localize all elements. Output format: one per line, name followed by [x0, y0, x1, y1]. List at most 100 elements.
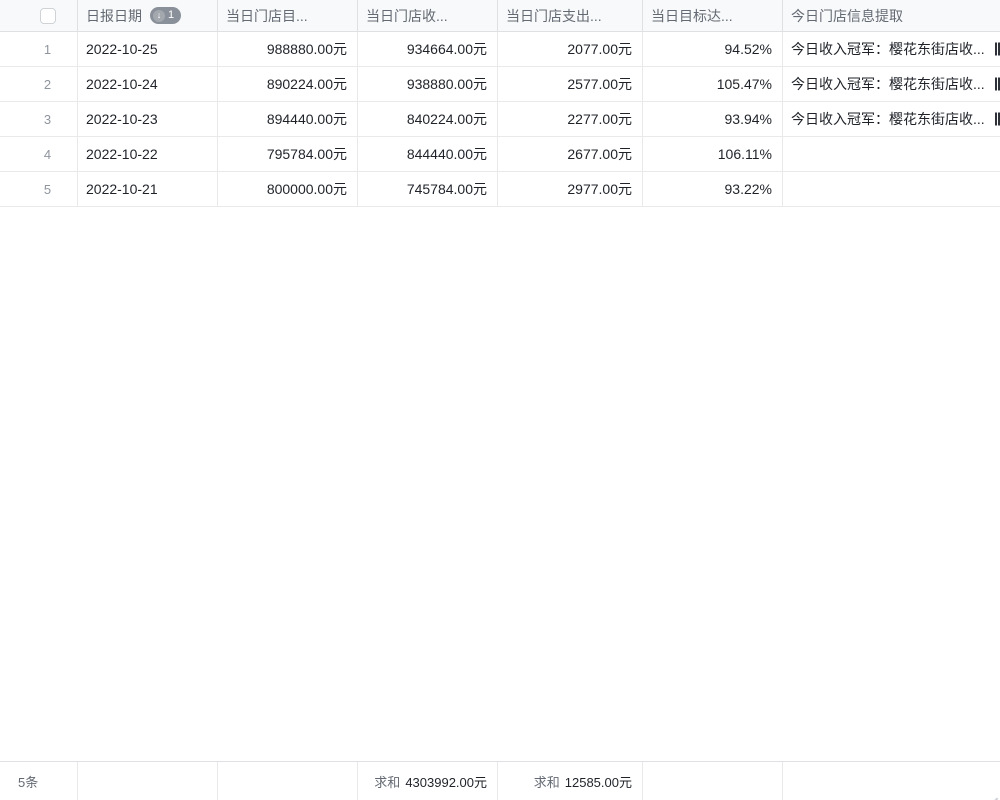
footer-stat-date[interactable] — [78, 762, 218, 800]
cell-target-text: 800000.00元 — [266, 181, 347, 197]
cell-target[interactable]: 800000.00元 — [218, 172, 358, 206]
footer-sum-expense[interactable]: 求和 12585.00元 — [498, 762, 643, 800]
cell-target[interactable]: 988880.00元 — [218, 32, 358, 66]
cell-income-text: 934664.00元 — [406, 41, 487, 57]
cell-expense[interactable]: 2977.00元 — [498, 172, 643, 206]
cell-date-text: 2022-10-23 — [86, 111, 158, 127]
footer-stat-target[interactable] — [218, 762, 358, 800]
cell-date[interactable]: 2022-10-21 — [78, 172, 218, 206]
cell-date[interactable]: 2022-10-22 — [78, 137, 218, 171]
row-number-cell[interactable]: 1 — [0, 32, 78, 66]
cell-date-text: 2022-10-21 — [86, 181, 158, 197]
row-number-cell[interactable]: 5 — [0, 172, 78, 206]
column-header-income[interactable]: 当日门店收... — [358, 0, 498, 31]
record-count-text: 5条 — [18, 774, 39, 790]
sort-order-number: 1 — [168, 9, 175, 21]
cell-date-text: 2022-10-22 — [86, 146, 158, 162]
cell-rate[interactable]: 94.52% — [643, 32, 783, 66]
cell-expense[interactable]: 2577.00元 — [498, 67, 643, 101]
cell-income-text: 844440.00元 — [406, 146, 487, 162]
select-all-checkbox[interactable] — [39, 7, 56, 24]
cell-rate[interactable]: 106.11% — [643, 137, 783, 171]
column-header-income-label: 当日门店收... — [366, 7, 448, 24]
cell-income[interactable]: 745784.00元 — [358, 172, 498, 206]
cell-info[interactable]: 今日收入冠军：樱花东街店收... — [783, 32, 1000, 66]
cell-date[interactable]: 2022-10-23 — [78, 102, 218, 136]
cell-rate[interactable]: 93.94% — [643, 102, 783, 136]
cell-income[interactable]: 840224.00元 — [358, 102, 498, 136]
cell-expense-text: 2577.00元 — [567, 76, 632, 92]
table-row: 1 2022-10-25 988880.00元 934664.00元 2077.… — [0, 32, 1000, 67]
sort-descending-icon: ↓ — [153, 9, 165, 22]
sum-value: 4303992.00元 — [405, 774, 487, 790]
table-row: 3 2022-10-23 894440.00元 840224.00元 2277.… — [0, 102, 1000, 137]
cell-rate-text: 93.22% — [724, 181, 772, 197]
table-header-row: 日报日期 ↓ 1 当日门店目... 当日门店收... 当日门店支出... 当日目… — [0, 0, 1000, 32]
cell-info[interactable] — [783, 137, 1000, 171]
cell-income[interactable]: 844440.00元 — [358, 137, 498, 171]
column-header-expense-label: 当日门店支出... — [506, 7, 602, 24]
cell-income[interactable]: 938880.00元 — [358, 67, 498, 101]
cell-expense[interactable]: 2677.00元 — [498, 137, 643, 171]
select-all-cell[interactable] — [0, 0, 78, 31]
cell-income-text: 938880.00元 — [406, 76, 487, 92]
cell-info[interactable]: 今日收入冠军：樱花东街店收... — [783, 102, 1000, 136]
cell-info-text: 今日收入冠军：樱花东街店收... — [791, 111, 985, 127]
cell-expense[interactable]: 2277.00元 — [498, 102, 643, 136]
row-number: 2 — [43, 76, 52, 92]
column-header-target-label: 当日门店目... — [226, 7, 308, 24]
sum-value: 12585.00元 — [564, 774, 632, 790]
row-number-cell[interactable]: 4 — [0, 137, 78, 171]
table-row: 2 2022-10-24 890224.00元 938880.00元 2577.… — [0, 67, 1000, 102]
cell-expense[interactable]: 2077.00元 — [498, 32, 643, 66]
cell-target[interactable]: 795784.00元 — [218, 137, 358, 171]
cell-income-text: 840224.00元 — [406, 111, 487, 127]
column-header-target[interactable]: 当日门店目... — [218, 0, 358, 31]
cell-target-text: 894440.00元 — [266, 111, 347, 127]
sum-label: 求和 — [374, 774, 401, 790]
column-header-date-label: 日报日期 — [86, 7, 142, 24]
record-count: 5条 — [0, 762, 78, 800]
sort-badge[interactable]: ↓ 1 — [150, 7, 182, 24]
cell-info[interactable]: 今日收入冠军：樱花东街店收... — [783, 67, 1000, 101]
cell-expense-text: 2677.00元 — [567, 146, 632, 162]
column-header-info[interactable]: 今日门店信息提取 — [783, 0, 1000, 31]
cell-date[interactable]: 2022-10-24 — [78, 67, 218, 101]
cell-rate-text: 94.52% — [724, 41, 772, 57]
cell-info[interactable] — [783, 172, 1000, 206]
cell-rate[interactable]: 105.47% — [643, 67, 783, 101]
summary-bar: 5条 求和 4303992.00元 求和 12585.00元 — [0, 761, 1000, 800]
footer-stat-rate[interactable] — [643, 762, 783, 800]
row-number: 5 — [43, 181, 52, 197]
cell-target[interactable]: 894440.00元 — [218, 102, 358, 136]
footer-stat-info[interactable] — [783, 762, 1000, 800]
clipped-text-fragment — [995, 77, 1000, 91]
column-header-expense[interactable]: 当日门店支出... — [498, 0, 643, 31]
footer-sum-income[interactable]: 求和 4303992.00元 — [358, 762, 498, 800]
cell-rate[interactable]: 93.22% — [643, 172, 783, 206]
table-row: 5 2022-10-21 800000.00元 745784.00元 2977.… — [0, 172, 1000, 207]
cell-expense-text: 2277.00元 — [567, 111, 632, 127]
column-header-date[interactable]: 日报日期 ↓ 1 — [78, 0, 218, 31]
cell-expense-text: 2977.00元 — [567, 181, 632, 197]
row-number-cell[interactable]: 3 — [0, 102, 78, 136]
row-number: 4 — [43, 146, 52, 162]
cell-date[interactable]: 2022-10-25 — [78, 32, 218, 66]
cell-target-text: 988880.00元 — [266, 41, 347, 57]
cell-income-text: 745784.00元 — [406, 181, 487, 197]
cell-rate-text: 106.11% — [717, 146, 772, 162]
row-number: 3 — [43, 111, 52, 127]
table-row: 4 2022-10-22 795784.00元 844440.00元 2677.… — [0, 137, 1000, 172]
row-number-cell[interactable]: 2 — [0, 67, 78, 101]
cell-target[interactable]: 890224.00元 — [218, 67, 358, 101]
cell-income[interactable]: 934664.00元 — [358, 32, 498, 66]
sum-label: 求和 — [533, 774, 560, 790]
row-number: 1 — [43, 41, 52, 57]
cell-rate-text: 105.47% — [716, 76, 772, 92]
column-header-rate-label: 当日目标达... — [651, 7, 733, 24]
clipped-text-fragment — [995, 112, 1000, 126]
cell-target-text: 890224.00元 — [266, 76, 347, 92]
column-header-rate[interactable]: 当日目标达... — [643, 0, 783, 31]
cell-target-text: 795784.00元 — [266, 146, 347, 162]
